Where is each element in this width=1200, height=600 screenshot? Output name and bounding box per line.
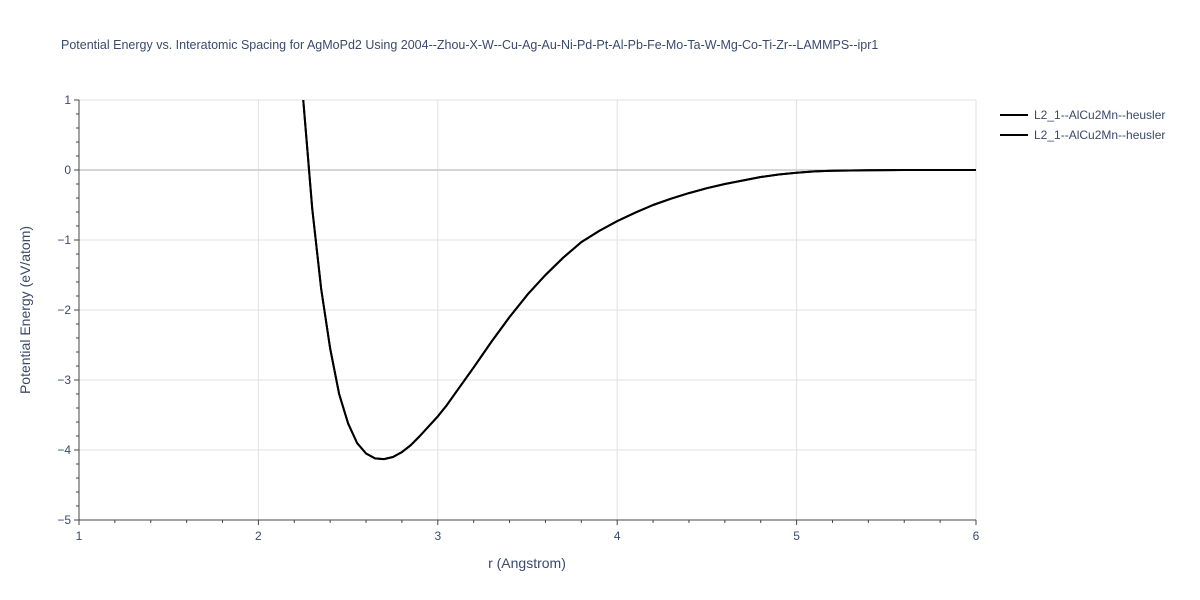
- y-tick-label: 1: [64, 93, 71, 107]
- grid-layer: [79, 99, 977, 520]
- y-tick-label: 0: [64, 163, 71, 177]
- series-line: [302, 100, 976, 461]
- x-tick-label: 3: [434, 529, 441, 543]
- series-line: [302, 100, 976, 461]
- y-axis-title: Potential Energy (eV/atom): [17, 226, 33, 394]
- legend[interactable]: L2_1--AlCu2Mn--heusler L2_1--AlCu2Mn--heu…: [1000, 108, 1165, 142]
- chart-title: Potential Energy vs. Interatomic Spacing…: [61, 38, 879, 52]
- y-tick-label: −5: [57, 513, 71, 527]
- axes-layer: [74, 99, 977, 525]
- y-tick-label: −4: [57, 443, 71, 457]
- x-tick-label: 6: [973, 529, 980, 543]
- legend-label[interactable]: L2_1--AlCu2Mn--heusler: [1034, 108, 1165, 122]
- tick-label-layer: 1 2 3 4 5 6 1 0 −1 −2 −3 −4 −5: [57, 93, 979, 543]
- x-tick-label: 1: [76, 529, 83, 543]
- y-tick-label: −2: [57, 303, 71, 317]
- y-tick-label: −3: [57, 373, 71, 387]
- x-axis-title: r (Angstrom): [488, 555, 566, 571]
- y-tick-label: −1: [57, 233, 71, 247]
- x-tick-label: 4: [614, 529, 621, 543]
- legend-label[interactable]: L2_1--AlCu2Mn--heusler: [1034, 128, 1165, 142]
- x-tick-label: 5: [793, 529, 800, 543]
- series-layer: [302, 100, 976, 461]
- x-tick-label: 2: [255, 529, 262, 543]
